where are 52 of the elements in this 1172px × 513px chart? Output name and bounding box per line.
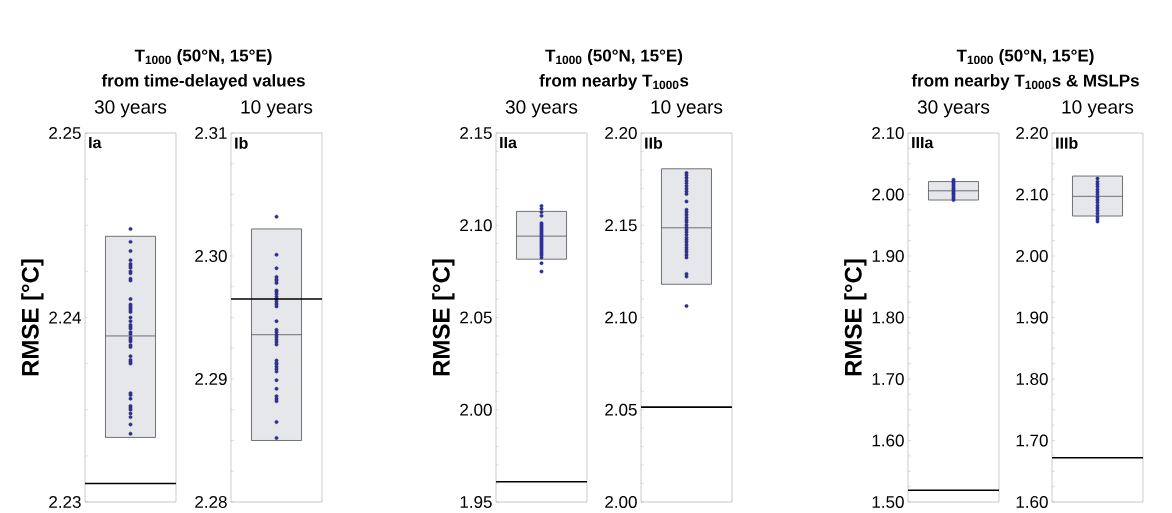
y-tick-label: 2.05 [605,403,637,416]
y-tick-label: 2.00 [872,188,904,201]
y-tick-label: 2.00 [460,403,492,416]
y-tick-label: 2.05 [460,311,492,324]
y-tick-label: 1.50 [872,495,904,509]
y-tick-label: 2.24 [49,311,81,324]
y-tick-label: 1.60 [872,434,904,447]
annotation: Ib [235,137,248,149]
chart-subtitle: from time-delayed values [101,74,305,90]
y-tick-label: 2.00 [1016,249,1048,263]
y-tick-label: 1.70 [872,372,904,386]
y-tick-label: 1.90 [872,249,904,263]
y-tick-label: 2.10 [605,311,637,324]
y-tick-label: 2.10 [460,219,492,232]
chart-subtitle: from nearby T$_{1000}$s [539,74,689,90]
annotation: IIIa [912,137,934,149]
y-tick-label: 2.15 [605,219,637,232]
chart-title: T$_{1000}$ (50°N, 15°E) [134,49,272,65]
y-tick-label: 2.20 [605,126,637,140]
y-tick-label: 2.29 [195,372,227,386]
x-tick-label: 10 years [1062,100,1134,118]
x-tick-label: 30 years [94,100,167,118]
chart-title: T$_{1000}$ (50°N, 15°E) [545,49,683,65]
y-tick-label: 2.23 [49,495,81,509]
x-tick-label: 30 years [917,100,990,118]
y-axis-title: RMSE [°C] [432,259,455,376]
y-tick-label: 2.00 [605,495,637,509]
annotation: Ia [89,137,102,149]
y-tick-label: 1.80 [1016,372,1048,386]
x-tick-label: 10 years [241,100,313,118]
y-tick-label: 2.20 [1016,126,1048,140]
y-tick-label: 2.31 [195,126,227,140]
y-tick-label: 1.95 [460,495,492,509]
y-tick-label: 2.30 [195,249,227,263]
y-tick-label: 1.60 [1016,495,1048,509]
y-axis-title: RMSE [°C] [844,259,867,376]
y-tick-label: 2.25 [49,126,81,140]
annotation: IIIb [1056,137,1078,149]
x-tick-label: 10 years [651,100,723,118]
annotation: IIb [645,137,663,149]
y-axis-title: RMSE [°C] [21,259,44,376]
y-tick-label: 1.70 [1016,434,1048,447]
y-tick-label: 1.90 [1016,311,1048,324]
annotation: IIa [500,137,518,149]
y-tick-label: 2.10 [1016,188,1048,201]
y-tick-label: 2.10 [872,126,904,140]
y-tick-label: 1.80 [872,311,904,324]
chart-subtitle: from nearby T$_{1000}$s & MSLPs [911,74,1139,90]
chart-title: T$_{1000}$ (50°N, 15°E) [956,49,1094,65]
y-tick-label: 2.15 [460,126,492,140]
x-tick-label: 30 years [505,100,578,118]
y-tick-label: 2.28 [195,495,227,509]
